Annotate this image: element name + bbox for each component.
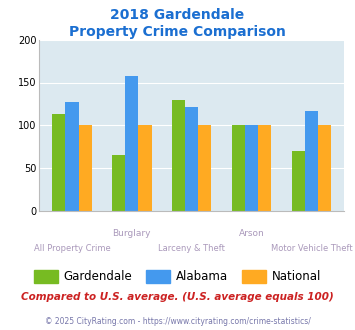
Bar xyxy=(318,125,331,211)
Text: © 2025 CityRating.com - https://www.cityrating.com/crime-statistics/: © 2025 CityRating.com - https://www.city… xyxy=(45,317,310,326)
Text: All Property Crime: All Property Crime xyxy=(34,244,110,253)
Bar xyxy=(172,100,185,211)
Bar xyxy=(292,151,305,211)
Bar xyxy=(198,125,212,211)
Text: Motor Vehicle Theft: Motor Vehicle Theft xyxy=(271,244,352,253)
Bar xyxy=(185,107,198,211)
Text: Larceny & Theft: Larceny & Theft xyxy=(158,244,225,253)
Bar xyxy=(258,125,271,211)
Bar xyxy=(245,125,258,211)
Text: Compared to U.S. average. (U.S. average equals 100): Compared to U.S. average. (U.S. average … xyxy=(21,292,334,302)
Bar xyxy=(78,125,92,211)
Bar xyxy=(52,114,65,211)
Bar xyxy=(232,125,245,211)
Text: 2018 Gardendale: 2018 Gardendale xyxy=(110,8,245,22)
Bar xyxy=(65,102,78,211)
Text: Burglary: Burglary xyxy=(113,229,151,238)
Text: Property Crime Comparison: Property Crime Comparison xyxy=(69,25,286,39)
Bar xyxy=(125,77,138,211)
Bar xyxy=(305,111,318,211)
Bar xyxy=(138,125,152,211)
Legend: Gardendale, Alabama, National: Gardendale, Alabama, National xyxy=(29,265,326,288)
Bar xyxy=(112,155,125,211)
Text: Arson: Arson xyxy=(239,229,264,238)
